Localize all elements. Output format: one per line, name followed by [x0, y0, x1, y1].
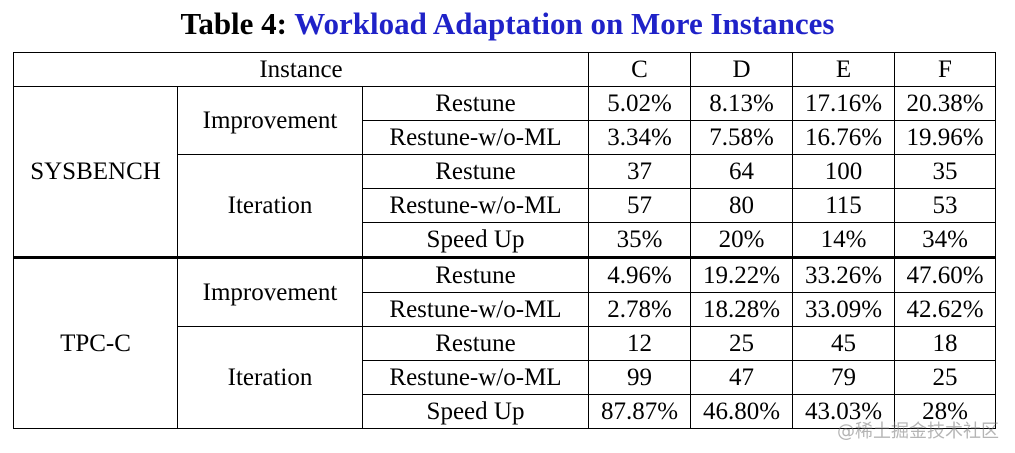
- value: 46.80%: [690, 394, 793, 429]
- title-text: Workload Adaptation on More Instances: [294, 6, 835, 41]
- header-column: C: [588, 52, 691, 87]
- value: 45: [792, 326, 895, 361]
- method: Restune-w/o-ML: [362, 292, 589, 327]
- value: 79: [792, 360, 895, 395]
- value: 2.78%: [588, 292, 691, 327]
- value: 20.38%: [894, 86, 996, 121]
- header-column: E: [792, 52, 895, 87]
- value: 42.62%: [894, 292, 996, 327]
- value: 17.16%: [792, 86, 895, 121]
- value: 37: [588, 154, 691, 189]
- title-label: Table 4:: [180, 6, 288, 41]
- section-name: Iteration: [177, 326, 363, 429]
- row: Iteration Restune 37 64 100 35: [14, 154, 996, 258]
- value: 47: [690, 360, 793, 395]
- method: Restune-w/o-ML: [362, 360, 589, 395]
- method: Restune: [362, 256, 589, 293]
- method: Speed Up: [362, 222, 589, 258]
- method: Restune: [362, 86, 589, 121]
- method: Restune-w/o-ML: [362, 120, 589, 155]
- value: 87.87%: [588, 394, 691, 429]
- watermark: @稀土掘金技术社区: [837, 421, 999, 442]
- value: 7.58%: [690, 120, 793, 155]
- value: 35: [894, 154, 996, 189]
- value: 57: [588, 188, 691, 223]
- value: 25: [690, 326, 793, 361]
- group-name: SYSBENCH: [13, 86, 178, 258]
- row: Iteration Restune 12 25 45 18: [14, 326, 996, 429]
- value: 28%: [894, 394, 996, 429]
- section-name: Improvement: [177, 256, 363, 327]
- value: 12: [588, 326, 691, 361]
- value: 33.09%: [792, 292, 895, 327]
- table: Instance C D E F SYSBENCH Improvement Restune 5.…: [13, 52, 996, 429]
- value: 34%: [894, 222, 996, 258]
- row: Restune-w/o-ML 99 47 79 25: [14, 360, 996, 395]
- method: Speed Up: [362, 394, 589, 429]
- value: 20%: [690, 222, 793, 258]
- section-name: Iteration: [177, 154, 363, 258]
- value: 8.13%: [690, 86, 793, 121]
- value: 18: [894, 326, 996, 361]
- value: 115: [792, 188, 895, 223]
- table-body: Instance C D E F SYSBENCH Improvement Restune 5.…: [13, 52, 996, 429]
- method: Restune: [362, 326, 589, 361]
- header-row: Instance C D E F: [13, 52, 996, 87]
- method: Restune-w/o-ML: [362, 188, 589, 223]
- value: 4.96%: [588, 256, 691, 293]
- value: 47.60%: [894, 256, 996, 293]
- value: 25: [894, 360, 996, 395]
- value: 19.22%: [690, 256, 793, 293]
- row: SYSBENCH Improvement Restune 5.02% 8.13% 17.1…: [13, 86, 996, 258]
- row: Restune-w/o-ML 2.78% 18.28% 33.09% 42.62%: [14, 292, 996, 327]
- header-instance: Instance: [13, 52, 589, 87]
- group-name: TPC-C: [13, 256, 178, 429]
- value: 80: [690, 188, 793, 223]
- value: 100: [792, 154, 895, 189]
- row: Speed Up 87.87% 46.80% 43.03% 28%: [14, 394, 996, 429]
- title: Table 4: Workload Adaptation on More Ins…: [0, 6, 1015, 42]
- row: Speed Up 35% 20% 14% 34%: [14, 222, 996, 258]
- value: 53: [894, 188, 996, 223]
- value: 35%: [588, 222, 691, 258]
- header-column: F: [894, 52, 996, 87]
- header-column: D: [690, 52, 793, 87]
- value: 5.02%: [588, 86, 691, 121]
- value: 3.34%: [588, 120, 691, 155]
- value: 19.96%: [894, 120, 996, 155]
- section-name: Improvement: [177, 86, 363, 155]
- value: 14%: [792, 222, 895, 258]
- value: 18.28%: [690, 292, 793, 327]
- value: 33.26%: [792, 256, 895, 293]
- value: 16.76%: [792, 120, 895, 155]
- method: Restune: [362, 154, 589, 189]
- value: 43.03%: [792, 394, 895, 429]
- value: 64: [690, 154, 793, 189]
- row: Restune-w/o-ML 57 80 115 53: [14, 188, 996, 223]
- row: TPC-C Improvement Restune 4.96% 19.22% 33.26%…: [13, 256, 996, 429]
- value: 99: [588, 360, 691, 395]
